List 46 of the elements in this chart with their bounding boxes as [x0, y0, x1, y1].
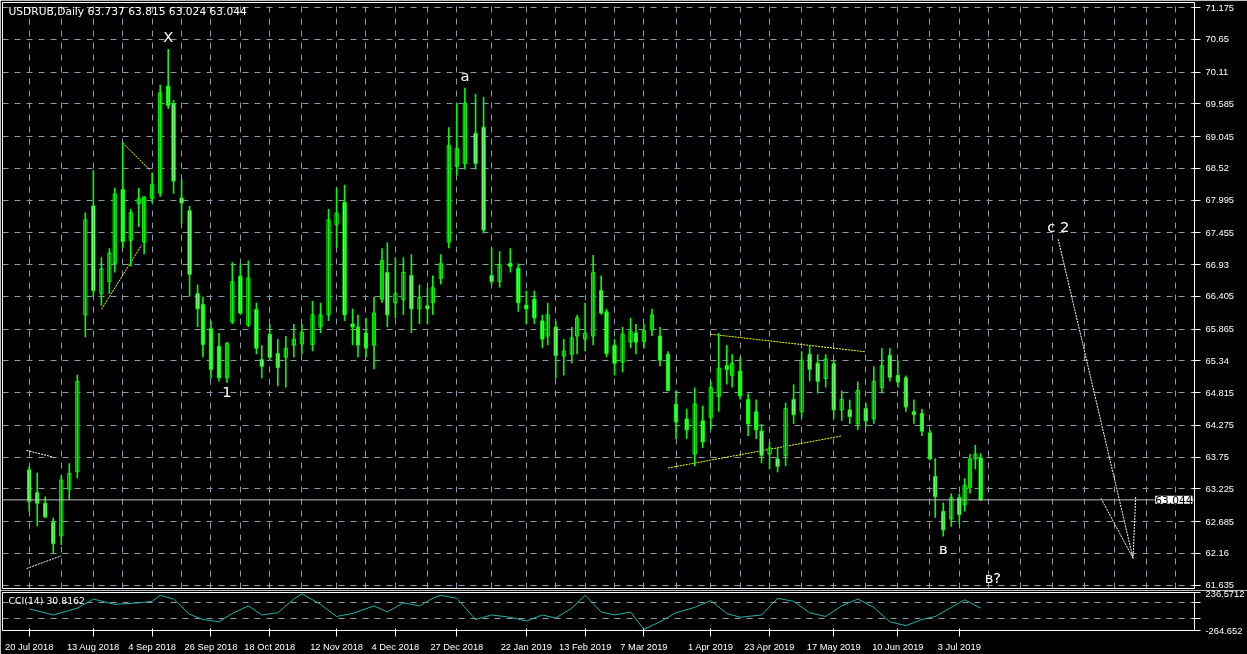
x-tick-label: 7 Mar 2019 [620, 641, 668, 652]
x-tick-label: 4 Dec 2018 [371, 641, 420, 652]
ref-line-label: 63.044 [1155, 493, 1193, 507]
x-tick-label: 13 Aug 2018 [66, 641, 120, 652]
annotation: в? [984, 568, 1002, 586]
annotation: в [938, 540, 948, 558]
chart-title: CCI(14) 30.8162 [8, 594, 85, 606]
y-tick-label: 65.865 [1205, 324, 1235, 335]
y-tick-label: 69.045 [1205, 131, 1235, 142]
y-tick-label: 64.275 [1205, 420, 1235, 431]
x-tick-label: 17 May 2019 [806, 641, 861, 652]
x-tick-label: 4 Sep 2018 [128, 641, 177, 652]
y-tick-label: 62.685 [1205, 516, 1235, 527]
y-tick-label: 67.995 [1205, 195, 1235, 206]
x-tick-label: 20 Jul 2018 [5, 641, 54, 652]
x-tick-label: 1 Apr 2019 [687, 641, 734, 652]
y-tick-label: 64.815 [1205, 387, 1235, 398]
x-tick-label: 13 Feb 2019 [558, 641, 612, 652]
y-tick-label: 63.75 [1205, 452, 1229, 463]
y-tick-label: 67.455 [1205, 227, 1235, 238]
chart-title: USDRUB,Daily 63.737 63.815 63.024 63.044 [8, 4, 248, 18]
x-tick-label: 10 Jun 2019 [872, 641, 924, 652]
annotation: c 2 [1047, 218, 1070, 236]
y-tick-label: 61.635 [1205, 580, 1235, 591]
y-tick-label: 68.52 [1205, 163, 1229, 174]
x-tick-label: 18 Oct 2018 [244, 641, 296, 652]
annotation: 1 [222, 382, 232, 400]
y-tick-label: 70.65 [1205, 34, 1229, 45]
y-tick-label: 69.585 [1205, 98, 1235, 109]
y-tick-label: 65.34 [1205, 355, 1229, 366]
y-tick-label: 70.11 [1205, 67, 1229, 78]
x-tick-label: 3 Jul 2019 [937, 641, 981, 652]
y-tick-label: 71.175 [1205, 2, 1235, 13]
y-tick-label: 66.93 [1205, 259, 1229, 270]
y-tick-label: -264.652 [1205, 625, 1243, 636]
y-tick-label: 66.405 [1205, 291, 1235, 302]
y-tick-label: 236.5712 [1205, 588, 1245, 599]
annotation: a [460, 66, 470, 84]
x-tick-label: 22 Jan 2019 [500, 641, 553, 652]
y-tick-label: 62.16 [1205, 548, 1229, 559]
x-tick-label: 27 Dec 2018 [430, 641, 484, 652]
x-tick-label: 23 Apr 2019 [744, 641, 795, 652]
annotation: X [163, 28, 174, 46]
y-tick-label: 63.225 [1205, 483, 1235, 494]
x-tick-label: 12 Nov 2018 [310, 641, 364, 652]
x-tick-label: 26 Sep 2018 [184, 641, 238, 652]
